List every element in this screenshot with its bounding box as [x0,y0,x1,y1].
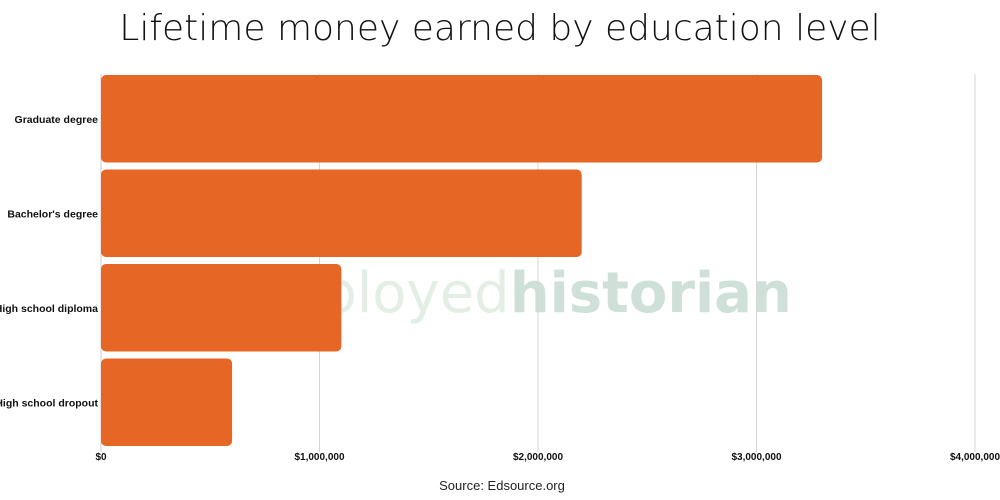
x-tick-labels: $0 $1,000,000 $2,000,000 $3,000,000 $4,000,0… [95,452,1000,463]
x-tick-label: $3,000,000 [731,452,781,463]
bars [101,75,823,446]
bar [101,75,823,163]
x-tick-label: $0 [95,452,107,463]
category-label: Bachelor's degree [7,208,98,220]
x-tick-label: $4,000,000 [950,452,1000,463]
source-note: Source: Edsource.org [439,478,565,493]
category-label: High school dropout [0,397,98,409]
bar [101,264,342,352]
category-labels: Graduate degree Bachelor's degree High sch… [0,114,98,410]
x-tick-label: $2,000,000 [513,452,563,463]
watermark-bold-text: historian [510,261,792,326]
category-label: Graduate degree [15,114,99,126]
chart-title: Lifetime money earned by education level [119,8,880,49]
x-tick-label: $1,000,000 [294,452,344,463]
bar [101,169,582,257]
category-label: High school diploma [0,303,98,315]
bar [101,358,233,446]
